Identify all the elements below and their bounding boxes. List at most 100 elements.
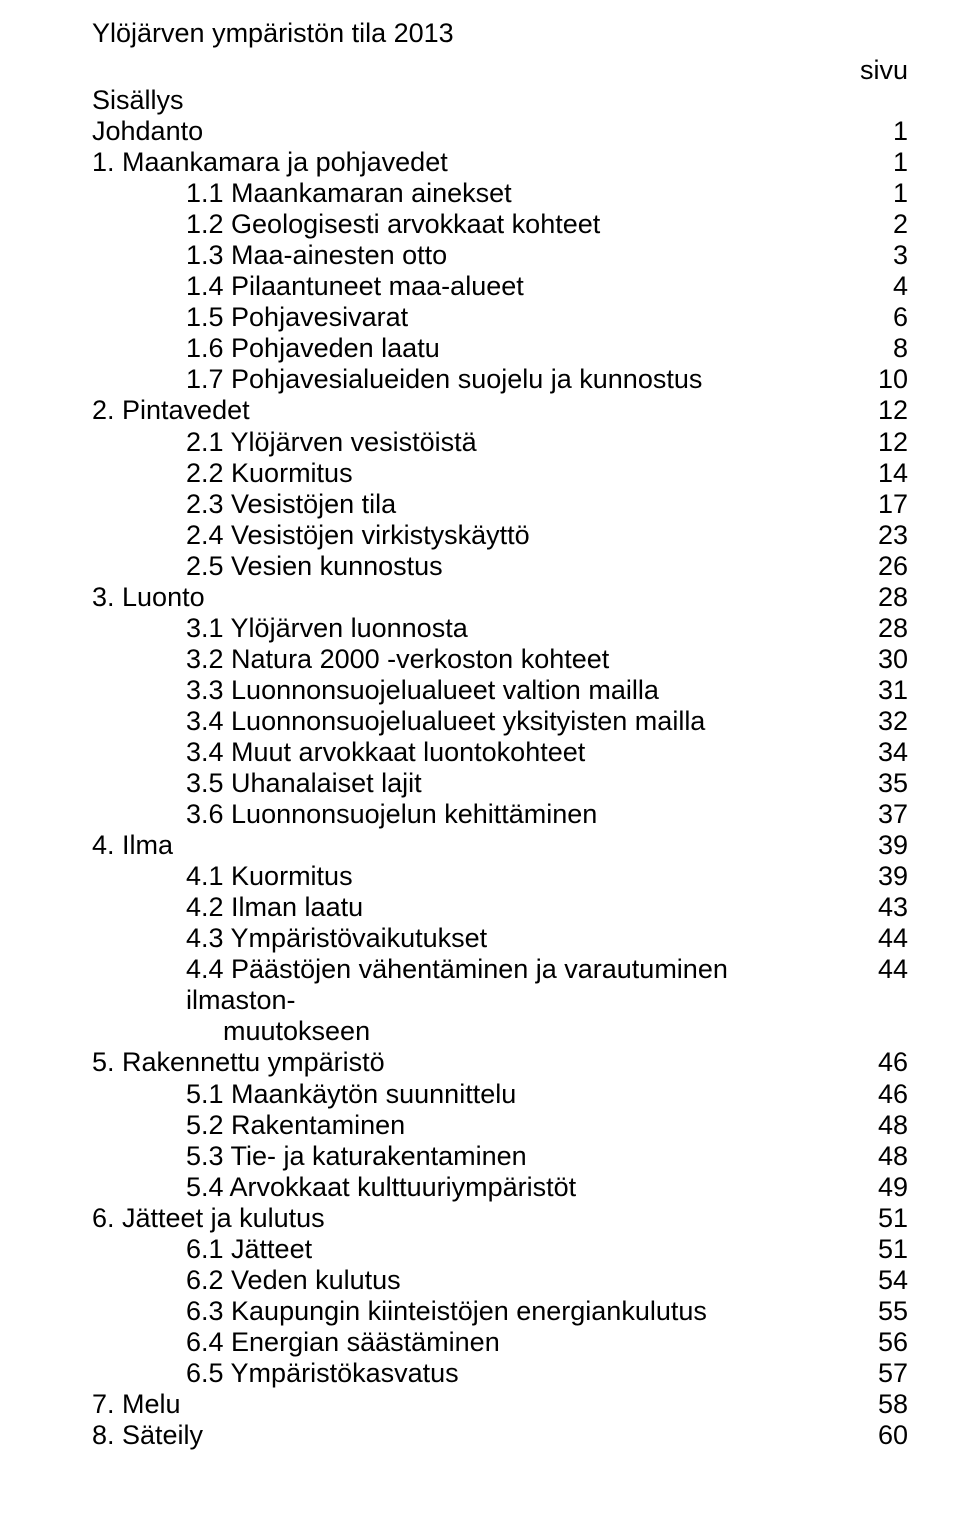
toc-page-number: 1 <box>848 116 920 147</box>
toc-page-number: 32 <box>848 706 920 737</box>
toc-row: 5.2 Rakentaminen48 <box>92 1110 920 1141</box>
toc-row: 4. Ilma39 <box>92 830 920 861</box>
toc-row: 1.5 Pohjavesivarat6 <box>92 302 920 333</box>
toc-label: Johdanto <box>92 116 848 147</box>
toc-row: 1.6 Pohjaveden laatu8 <box>92 333 920 364</box>
toc-row: 4.2 Ilman laatu43 <box>92 892 920 923</box>
toc-label: 7. Melu <box>92 1389 848 1420</box>
toc-row: 4.1 Kuormitus39 <box>92 861 920 892</box>
toc-label: 2.1 Ylöjärven vesistöistä <box>92 427 848 458</box>
toc-label: 5. Rakennettu ympäristö <box>92 1047 848 1078</box>
toc-row: 1.2 Geologisesti arvokkaat kohteet2 <box>92 209 920 240</box>
toc-row: 5.3 Tie- ja katurakentaminen48 <box>92 1141 920 1172</box>
toc-row: 7. Melu58 <box>92 1389 920 1420</box>
toc-page-number: 57 <box>848 1358 920 1389</box>
toc-label: 4.4 Päästöjen vähentäminen ja varautumin… <box>92 954 848 1016</box>
toc-row: 5.1 Maankäytön suunnittelu46 <box>92 1079 920 1110</box>
toc-page-number: 58 <box>848 1389 920 1420</box>
toc-page-number: 28 <box>848 613 920 644</box>
toc-label: 4. Ilma <box>92 830 848 861</box>
page-label: sivu <box>860 55 908 86</box>
toc-label: 3.5 Uhanalaiset lajit <box>92 768 848 799</box>
toc-page-number: 46 <box>848 1047 920 1078</box>
toc-label: 5.1 Maankäytön suunnittelu <box>92 1079 848 1110</box>
toc-row: 3.1 Ylöjärven luonnosta28 <box>92 613 920 644</box>
toc-page-number: 26 <box>848 551 920 582</box>
toc-row: 2.3 Vesistöjen tila17 <box>92 489 920 520</box>
toc-label: 2.5 Vesien kunnostus <box>92 551 848 582</box>
toc-label: 2.2 Kuormitus <box>92 458 848 489</box>
toc-page-number: 31 <box>848 675 920 706</box>
toc-row: 3.5 Uhanalaiset lajit35 <box>92 768 920 799</box>
table-of-contents: SisällysJohdanto11. Maankamara ja pohjav… <box>92 85 920 1451</box>
toc-label: 3.1 Ylöjärven luonnosta <box>92 613 848 644</box>
toc-page-number: 55 <box>848 1296 920 1327</box>
toc-row: 1.7 Pohjavesialueiden suojelu ja kunnost… <box>92 364 920 395</box>
toc-page-number: 34 <box>848 737 920 768</box>
toc-row: 2. Pintavedet12 <box>92 395 920 426</box>
toc-page-number: 6 <box>848 302 920 333</box>
toc-label: 6.3 Kaupungin kiinteistöjen energiankulu… <box>92 1296 848 1327</box>
toc-label: 8. Säteily <box>92 1420 848 1451</box>
toc-label: 6.4 Energian säästäminen <box>92 1327 848 1358</box>
toc-page-number: 44 <box>848 923 920 954</box>
toc-label: 1.7 Pohjavesialueiden suojelu ja kunnost… <box>92 364 848 395</box>
toc-row: 1.3 Maa-ainesten otto3 <box>92 240 920 271</box>
toc-row: 4.4 Päästöjen vähentäminen ja varautumin… <box>92 954 920 1016</box>
toc-page-number: 30 <box>848 644 920 675</box>
toc-page-number: 28 <box>848 582 920 613</box>
toc-label: 6.1 Jätteet <box>92 1234 848 1265</box>
toc-page-number: 39 <box>848 830 920 861</box>
toc-label: 2.4 Vesistöjen virkistyskäyttö <box>92 520 848 551</box>
toc-page-number: 48 <box>848 1141 920 1172</box>
page-label-row: sivu <box>92 55 920 85</box>
toc-page-number: 49 <box>848 1172 920 1203</box>
toc-label: 1.6 Pohjaveden laatu <box>92 333 848 364</box>
toc-label-wrap: muutokseen <box>92 1016 848 1047</box>
toc-row: 2.4 Vesistöjen virkistyskäyttö23 <box>92 520 920 551</box>
toc-label: 1.5 Pohjavesivarat <box>92 302 848 333</box>
toc-label: 4.1 Kuormitus <box>92 861 848 892</box>
toc-page-number: 35 <box>848 768 920 799</box>
toc-row: 1. Maankamara ja pohjavedet1 <box>92 147 920 178</box>
toc-label: 3.4 Muut arvokkaat luontokohteet <box>92 737 848 768</box>
toc-page-number: 43 <box>848 892 920 923</box>
toc-row: 6.1 Jätteet51 <box>92 1234 920 1265</box>
toc-label: 3.6 Luonnonsuojelun kehittäminen <box>92 799 848 830</box>
toc-label: 6. Jätteet ja kulutus <box>92 1203 848 1234</box>
toc-label: 3. Luonto <box>92 582 848 613</box>
toc-label: 4.2 Ilman laatu <box>92 892 848 923</box>
toc-row: 2.1 Ylöjärven vesistöistä12 <box>92 427 920 458</box>
toc-label: 5.2 Rakentaminen <box>92 1110 848 1141</box>
toc-label: 2.3 Vesistöjen tila <box>92 489 848 520</box>
toc-row: 4.3 Ympäristövaikutukset44 <box>92 923 920 954</box>
toc-row: 3.6 Luonnonsuojelun kehittäminen37 <box>92 799 920 830</box>
toc-label: Sisällys <box>92 85 848 116</box>
toc-page-number: 17 <box>848 489 920 520</box>
toc-page-number: 51 <box>848 1234 920 1265</box>
toc-row: 3.3 Luonnonsuojelualueet valtion mailla3… <box>92 675 920 706</box>
toc-page-number: 3 <box>848 240 920 271</box>
toc-page-number: 51 <box>848 1203 920 1234</box>
toc-row: 3.2 Natura 2000 -verkoston kohteet30 <box>92 644 920 675</box>
toc-page-number: 39 <box>848 861 920 892</box>
toc-page-number: 12 <box>848 395 920 426</box>
toc-label: 3.2 Natura 2000 -verkoston kohteet <box>92 644 848 675</box>
toc-row: 3.4 Muut arvokkaat luontokohteet34 <box>92 737 920 768</box>
toc-row: 2.2 Kuormitus14 <box>92 458 920 489</box>
toc-page-number: 14 <box>848 458 920 489</box>
document-page: Ylöjärven ympäristön tila 2013 sivu Sisä… <box>0 0 960 1491</box>
toc-label: 3.3 Luonnonsuojelualueet valtion mailla <box>92 675 848 706</box>
toc-row: Sisällys <box>92 85 920 116</box>
toc-page-number: 1 <box>848 178 920 209</box>
toc-label: 3.4 Luonnonsuojelualueet yksityisten mai… <box>92 706 848 737</box>
toc-page-number: 54 <box>848 1265 920 1296</box>
toc-label: 6.2 Veden kulutus <box>92 1265 848 1296</box>
toc-page-number: 12 <box>848 427 920 458</box>
toc-row: Johdanto1 <box>92 116 920 147</box>
toc-row: 3. Luonto28 <box>92 582 920 613</box>
toc-row: 2.5 Vesien kunnostus26 <box>92 551 920 582</box>
toc-page-number: 4 <box>848 271 920 302</box>
toc-label: 6.5 Ympäristökasvatus <box>92 1358 848 1389</box>
toc-label: 2. Pintavedet <box>92 395 848 426</box>
